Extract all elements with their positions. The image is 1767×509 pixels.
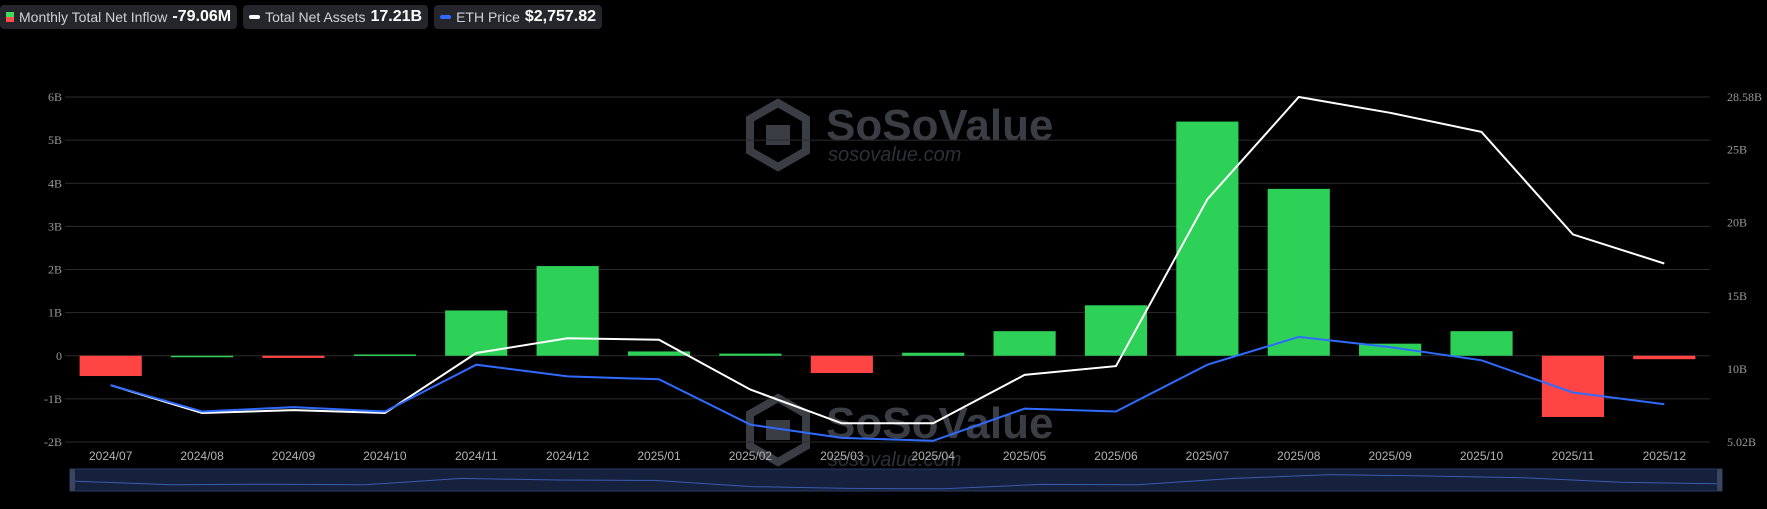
inflow-bar — [171, 355, 234, 358]
x-tick-label: 2025/08 — [1277, 449, 1321, 463]
x-tick-label: 2025/11 — [1552, 449, 1595, 463]
right-tick-label: 28.58B — [1727, 90, 1762, 104]
line-series — [110, 95, 1665, 442]
legend-assets[interactable]: Total Net Assets 17.21B — [243, 5, 429, 29]
inflow-bar — [1359, 343, 1422, 356]
legend-inflow-label: Monthly Total Net Inflow — [19, 9, 168, 25]
right-axis: 28.58B 25B 20B 15B 10B 5.02B — [1727, 90, 1762, 449]
left-tick-label: 6B — [48, 90, 62, 104]
x-tick-label: 2025/09 — [1368, 449, 1412, 463]
x-tick-label: 2024/10 — [363, 449, 407, 463]
x-axis: 2024/07 2024/08 2024/09 2024/10 2024/11 2024/… — [89, 449, 1686, 463]
x-tick-label: 2025/03 — [820, 449, 864, 463]
right-tick-label: 15B — [1727, 289, 1747, 303]
inflow-bar — [627, 351, 691, 356]
range-navigator[interactable] — [69, 468, 1723, 492]
left-tick-label: 2B — [48, 263, 62, 277]
x-tick-label: 2025/12 — [1643, 449, 1687, 463]
inflow-bar — [719, 353, 782, 356]
legend-eth-label: ETH Price — [456, 9, 520, 25]
inflow-bar — [445, 310, 508, 356]
legend-assets-label: Total Net Assets — [265, 9, 366, 25]
grid-lines — [65, 96, 1710, 443]
right-tick-label: 25B — [1727, 142, 1747, 156]
x-tick-label: 2025/05 — [1003, 449, 1047, 463]
right-tick-label: 10B — [1727, 362, 1747, 376]
right-tick-label: 5.02B — [1727, 435, 1756, 449]
inflow-bar — [79, 355, 142, 377]
watermark: SoSoValue sosovalue.com SoSoValue sosova… — [746, 98, 1053, 471]
watermark-url: sosovalue.com — [828, 449, 961, 471]
left-tick-label: -2B — [44, 435, 62, 449]
sosovalue-logo-icon — [746, 98, 810, 172]
legend: Monthly Total Net Inflow -79.06M Total N… — [0, 5, 603, 29]
left-axis: 6B 5B 4B 3B 2B 1B 0 -1B -2B — [44, 90, 62, 449]
legend-inflow-value: -79.06M — [172, 8, 232, 25]
legend-eth[interactable]: ETH Price $2,757.82 — [434, 5, 603, 29]
inflow-bar — [1450, 331, 1513, 356]
bar-swatch-icon — [6, 12, 14, 22]
inflow-bar — [262, 355, 325, 358]
watermark-url: sosovalue.com — [828, 144, 961, 166]
right-tick-label: 20B — [1727, 216, 1747, 230]
navigator-left-handle[interactable] — [70, 469, 75, 491]
x-tick-label: 2025/06 — [1094, 449, 1138, 463]
x-tick-label: 2024/12 — [546, 449, 590, 463]
inflow-bar — [1633, 355, 1696, 360]
left-tick-label: 5B — [48, 133, 62, 147]
watermark-bottom: SoSoValue sosovalue.com — [746, 393, 1053, 471]
left-tick-label: -1B — [44, 392, 62, 406]
legend-inflow[interactable]: Monthly Total Net Inflow -79.06M — [0, 5, 238, 29]
total-net-assets-line — [110, 95, 1665, 425]
left-tick-label: 0 — [56, 349, 62, 363]
inflow-bar — [1267, 188, 1330, 356]
x-tick-label: 2024/08 — [180, 449, 224, 463]
x-tick-label: 2024/07 — [89, 449, 133, 463]
inflow-bar — [993, 331, 1056, 356]
inflow-bar — [902, 352, 965, 356]
navigator-line — [74, 474, 1718, 490]
watermark-name: SoSoValue — [826, 101, 1053, 150]
left-tick-label: 1B — [48, 306, 62, 320]
inflow-bar — [1084, 305, 1148, 356]
inflow-bar — [353, 354, 416, 356]
inflow-bar — [1541, 355, 1604, 417]
legend-assets-value: 17.21B — [370, 8, 423, 25]
left-tick-label: 4B — [48, 176, 62, 190]
x-tick-label: 2025/01 — [637, 449, 681, 463]
x-tick-label: 2024/11 — [455, 449, 498, 463]
navigator-track[interactable] — [69, 468, 1723, 492]
x-tick-label: 2025/07 — [1186, 449, 1230, 463]
left-tick-label: 3B — [48, 219, 62, 233]
legend-eth-value: $2,757.82 — [524, 8, 597, 25]
sosovalue-logo-icon — [746, 393, 810, 467]
line-swatch-icon — [249, 15, 261, 19]
line-swatch-icon — [440, 15, 452, 19]
x-tick-label: 2025/02 — [729, 449, 773, 463]
navigator-right-handle[interactable] — [1717, 469, 1722, 491]
eth-price-line — [110, 335, 1665, 442]
x-tick-label: 2025/10 — [1460, 449, 1504, 463]
x-tick-label: 2024/09 — [272, 449, 316, 463]
inflow-bar — [810, 355, 873, 373]
watermark-top: SoSoValue sosovalue.com — [746, 98, 1053, 172]
x-tick-label: 2025/04 — [911, 449, 955, 463]
